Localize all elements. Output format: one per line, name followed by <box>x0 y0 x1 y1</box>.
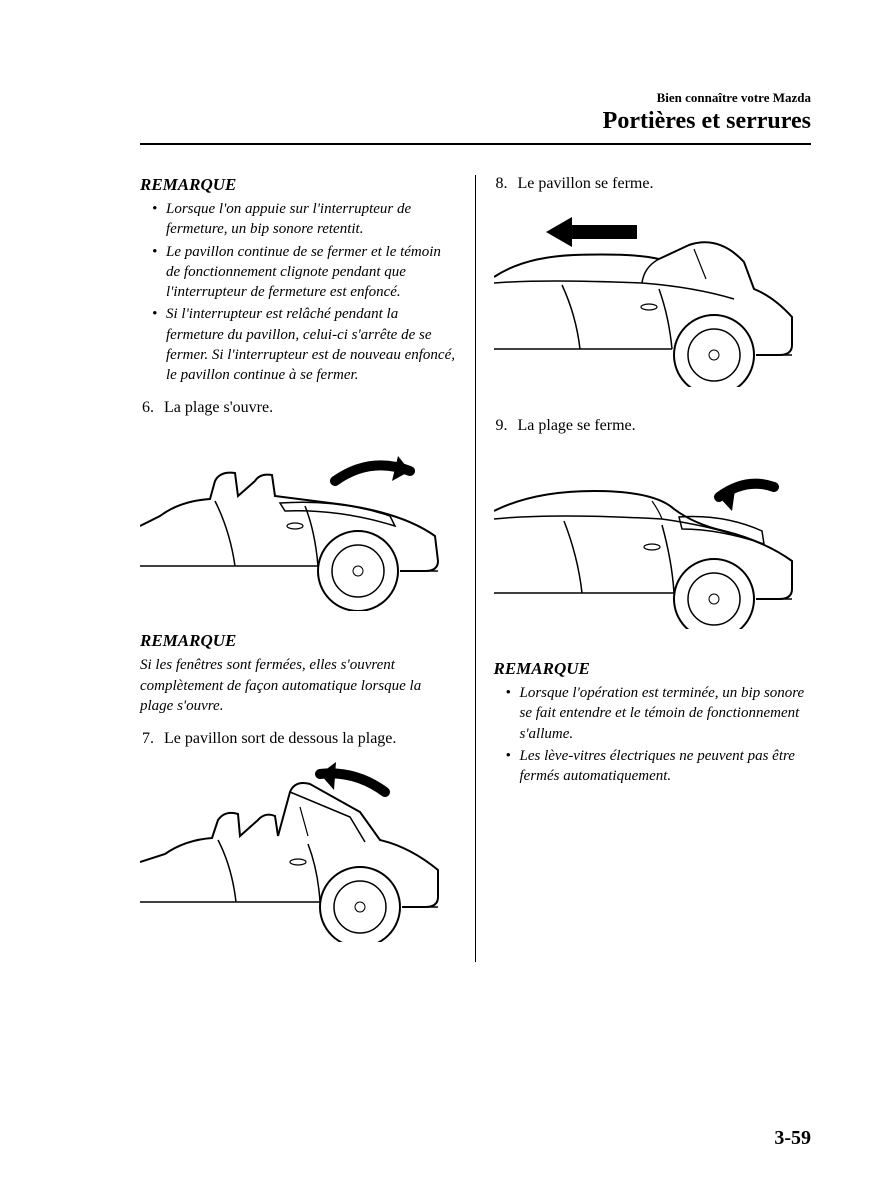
page-number: 3-59 <box>774 1127 811 1150</box>
diagram-step9 <box>494 449 794 629</box>
header-breadcrumb: Bien connaître votre Mazda <box>140 90 811 106</box>
diagram-step6 <box>140 431 440 611</box>
diagram-step8 <box>494 207 794 387</box>
page-header: Bien connaître votre Mazda Portières et … <box>140 90 811 135</box>
remarque-block-2: REMARQUE Si les fenêtres sont fermées, e… <box>140 631 457 716</box>
remarque-title: REMARQUE <box>140 631 457 651</box>
remarque-title: REMARQUE <box>494 659 812 679</box>
step-text: Le pavillon sort de dessous la plage. <box>164 730 396 747</box>
step-7: 7. Le pavillon sort de dessous la plage. <box>140 730 457 748</box>
remarque-list: Lorsque l'opération est terminée, un bip… <box>494 683 812 786</box>
step-number: 8. <box>496 175 514 193</box>
step-text: La plage se ferme. <box>518 417 636 434</box>
remarque-text: Si les fenêtres sont fermées, elles s'ou… <box>140 655 457 716</box>
step-9: 9. La plage se ferme. <box>494 417 812 435</box>
remarque-item: Si l'interrupteur est relâché pendant la… <box>154 304 457 385</box>
step-8: 8. Le pavillon se ferme. <box>494 175 812 193</box>
remarque-item: Les lève-vitres électriques ne peuvent p… <box>508 746 812 787</box>
diagram-step7 <box>140 762 440 942</box>
step-number: 6. <box>142 399 160 417</box>
remarque-item: Lorsque l'on appuie sur l'interrupteur d… <box>154 199 457 240</box>
step-text: La plage s'ouvre. <box>164 399 273 416</box>
remarque-block-1: REMARQUE Lorsque l'on appuie sur l'inter… <box>140 175 457 385</box>
remarque-item: Lorsque l'opération est terminée, un bip… <box>508 683 812 744</box>
right-column: 8. Le pavillon se ferme. <box>476 175 812 962</box>
remarque-item: Le pavillon continue de se fermer et le … <box>154 242 457 303</box>
content-columns: REMARQUE Lorsque l'on appuie sur l'inter… <box>140 175 811 962</box>
step-text: Le pavillon se ferme. <box>518 175 654 192</box>
step-number: 7. <box>142 730 160 748</box>
step-number: 9. <box>496 417 514 435</box>
remarque-list: Lorsque l'on appuie sur l'interrupteur d… <box>140 199 457 385</box>
header-title: Portières et serrures <box>140 108 811 135</box>
remarque-title: REMARQUE <box>140 175 457 195</box>
remarque-block-3: REMARQUE Lorsque l'opération est terminé… <box>494 659 812 786</box>
header-rule <box>140 143 811 145</box>
left-column: REMARQUE Lorsque l'on appuie sur l'inter… <box>140 175 476 962</box>
step-6: 6. La plage s'ouvre. <box>140 399 457 417</box>
